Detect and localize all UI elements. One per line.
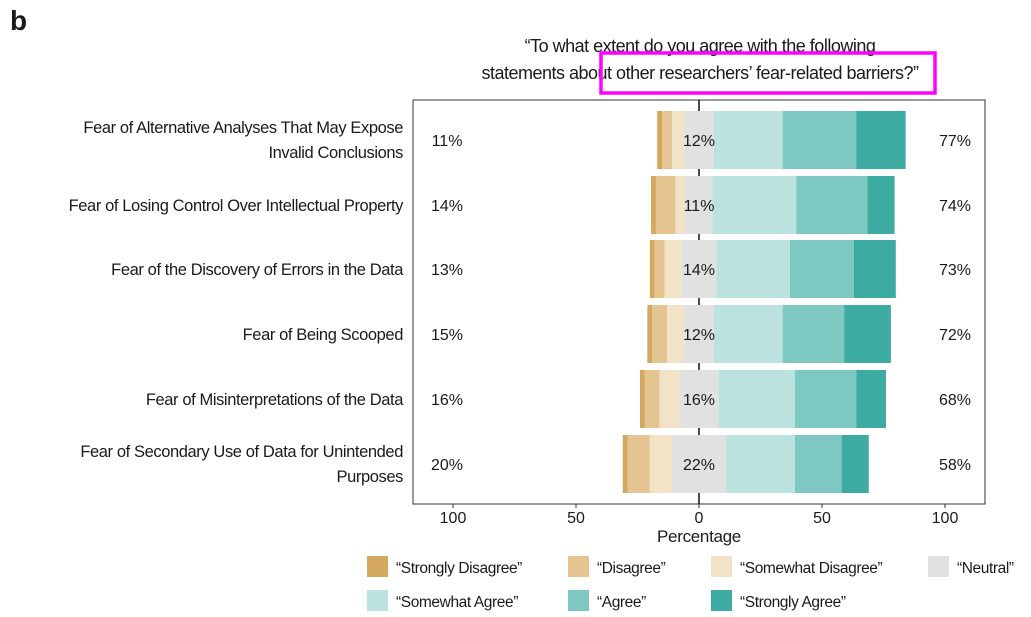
legend-label: “Agree” [597,594,646,611]
disagree-total-label: 14% [431,198,463,215]
bar-segment [794,370,857,428]
bar-segment [649,240,655,298]
bar-segment [659,370,680,428]
neutral-label: 12% [683,327,715,344]
category-label: Fear of the Discovery of Errors in the D… [111,261,404,279]
x-tick-label: 50 [567,510,585,527]
bar-segment [662,111,672,169]
neutral-label: 12% [683,133,715,150]
legend-swatch [928,556,949,577]
legend-swatch [711,556,732,577]
bar-segment [667,305,685,363]
bar-segment [671,111,685,169]
bar-segment [664,240,682,298]
neutral-label: 16% [683,392,715,409]
agree-total-label: 58% [939,457,971,474]
bar-segment [657,111,663,169]
x-tick-label: 100 [932,510,959,527]
category-label: Fear of Losing Control Over Intellectual… [69,197,405,215]
neutral-label: 22% [683,457,715,474]
bar-segment [790,240,854,298]
neutral-label: 11% [684,198,715,215]
bar-segment [726,435,795,493]
bar-segment [622,435,628,493]
bar-segment [796,176,868,234]
legend-label: “Strongly Disagree” [396,560,522,577]
legend-label: “Neutral” [957,560,1014,577]
bar-segment [644,370,660,428]
bar-segment [652,305,668,363]
legend-label: “Somewhat Disagree” [740,560,883,577]
disagree-total-label: 13% [431,262,463,279]
bar-segment [684,111,714,169]
bar-segment [627,435,650,493]
x-tick-label: 50 [813,510,831,527]
bar-segment [685,176,713,234]
agree-total-label: 74% [939,198,971,215]
agree-total-label: 72% [939,327,971,344]
agree-total-label: 68% [939,392,971,409]
bar-segment [681,240,717,298]
bar-segment [782,111,857,169]
x-tick-label: 0 [695,510,704,527]
bar-segment [713,111,783,169]
disagree-total-label: 11% [432,133,463,150]
bar-segment [654,240,665,298]
bar-segment [782,305,845,363]
bar-segment [671,435,727,493]
legend-label: “Somewhat Agree” [396,594,518,611]
bar-segment [794,435,842,493]
bar-segment [713,305,783,363]
legend-label: “Strongly Agree” [740,594,846,611]
chart-title-line: statements about other researchers’ fear… [481,63,919,83]
legend-label: “Disagree” [597,560,666,577]
disagree-total-label: 15% [431,327,463,344]
bar-segment [853,240,896,298]
bar-segment [867,176,895,234]
bar-segment [647,305,653,363]
legend-swatch [711,590,732,611]
agree-total-label: 73% [939,262,971,279]
bar-segment [684,305,714,363]
neutral-label: 14% [683,262,715,279]
category-label: Fear of Alternative Analyses That May Ex… [83,119,403,137]
bar-segment [651,176,656,234]
highlight-box [599,51,937,95]
bar-segment [856,370,886,428]
category-label: Purposes [336,468,403,486]
category-label: Fear of Being Scooped [243,326,404,344]
legend-swatch [367,590,388,611]
x-axis-label: Percentage [657,527,741,546]
disagree-total-label: 16% [431,392,463,409]
bar-segment [716,240,791,298]
category-label: Fear of Misinterpretations of the Data [146,391,404,409]
legend-swatch [367,556,388,577]
category-label: Fear of Secondary Use of Data for Uninte… [80,443,403,461]
bar-segment [718,370,795,428]
bar-segment [679,370,719,428]
disagree-total-label: 20% [431,457,463,474]
x-tick-label: 100 [440,510,467,527]
agree-total-label: 77% [939,133,971,150]
legend-swatch [568,556,589,577]
bar-segment [655,176,676,234]
chart-title-line: “To what extent do you agree with the fo… [525,36,876,56]
bar-segment [639,370,645,428]
bar-segment [844,305,891,363]
bar-segment [649,435,672,493]
legend-swatch [568,590,589,611]
bar-segment [856,111,906,169]
bar-segment [712,176,797,234]
panel-label: b [10,5,27,36]
category-label: Invalid Conclusions [268,144,403,162]
bar-segment [841,435,869,493]
bar-segment [675,176,686,234]
